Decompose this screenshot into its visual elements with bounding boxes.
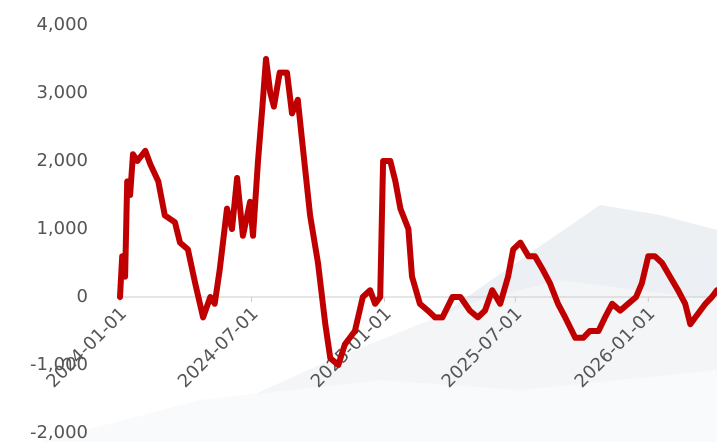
mountain bbox=[300, 205, 717, 442]
x-tick-label: 2024-01-01 bbox=[42, 303, 131, 392]
background-art bbox=[40, 205, 717, 442]
mountain bbox=[150, 280, 717, 442]
y-tick-label: 2,000 bbox=[36, 150, 88, 171]
x-tick-label: 2024-07-01 bbox=[174, 303, 263, 392]
y-tick-label: -2,000 bbox=[30, 422, 88, 442]
y-tick-label: -1,000 bbox=[30, 354, 88, 375]
y-tick-label: 4,000 bbox=[36, 14, 88, 35]
y-tick-label: 0 bbox=[77, 286, 88, 307]
y-tick-label: 1,000 bbox=[36, 218, 88, 239]
data-line bbox=[117, 56, 717, 368]
mountain bbox=[40, 370, 717, 442]
y-tick-label: 3,000 bbox=[36, 82, 88, 103]
